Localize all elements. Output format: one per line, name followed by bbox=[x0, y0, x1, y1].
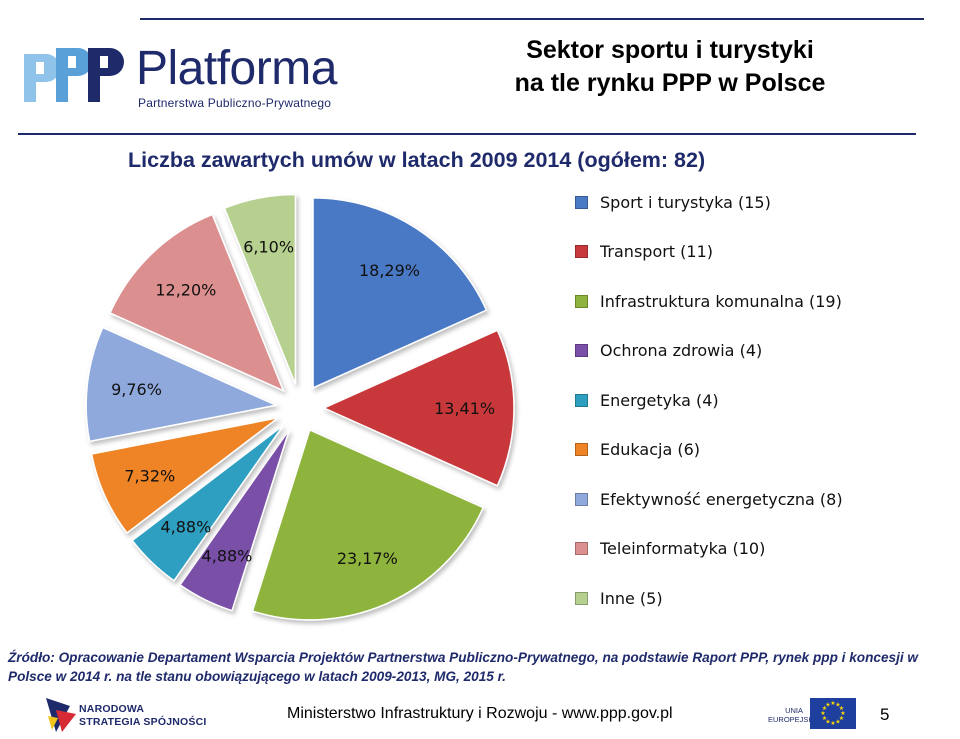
pie-slice bbox=[90, 417, 279, 535]
svg-text:★: ★ bbox=[830, 720, 835, 727]
pie-slice bbox=[312, 197, 488, 390]
svg-text:★: ★ bbox=[820, 710, 825, 717]
chart-title: Liczba zawartych umów w latach 2009 2014… bbox=[128, 148, 706, 172]
ns-line1: NARODOWA bbox=[79, 703, 145, 715]
legend-item: Ochrona zdrowia (4) bbox=[575, 339, 762, 363]
slice-percent-label: 12,20% bbox=[155, 280, 216, 299]
legend-item: Teleinformatyka (10) bbox=[575, 537, 765, 561]
slice-percent-label: 23,17% bbox=[337, 549, 398, 568]
logo-wordmark: Platforma bbox=[136, 42, 337, 95]
legend-label: Transport (11) bbox=[600, 242, 714, 261]
svg-text:★: ★ bbox=[835, 719, 840, 726]
legend-item: Infrastruktura komunalna (19) bbox=[575, 289, 842, 313]
svg-text:★: ★ bbox=[839, 705, 844, 712]
svg-text:★: ★ bbox=[839, 715, 844, 722]
pie-slice bbox=[178, 429, 291, 612]
source-note: Źródło: Opracowanie Departament Wsparcia… bbox=[8, 650, 918, 684]
pie-slice bbox=[85, 326, 279, 443]
slice-percent-label: 18,29% bbox=[359, 261, 420, 280]
legend-label: Sport i turystyka (15) bbox=[600, 192, 771, 212]
svg-text:★: ★ bbox=[830, 700, 835, 707]
slice-percent-label: 9,76% bbox=[111, 380, 162, 399]
legend-swatch bbox=[575, 344, 588, 357]
svg-text:★: ★ bbox=[835, 702, 840, 709]
legend-swatch bbox=[575, 591, 588, 605]
slice-percent-label: 7,32% bbox=[124, 466, 175, 485]
svg-text:★: ★ bbox=[825, 719, 830, 726]
legend-item: Energetyka (4) bbox=[575, 388, 719, 412]
legend-label: Teleinformatyka (10) bbox=[600, 539, 766, 558]
slice-percent-label: 4,88% bbox=[202, 547, 253, 566]
eu-line2: EUROPEJSKA bbox=[768, 715, 819, 724]
legend-label: Inne (5) bbox=[600, 588, 663, 608]
page-title-line1: Sektor sportu i turystyki bbox=[526, 36, 814, 64]
legend-swatch bbox=[575, 245, 588, 258]
svg-text:★: ★ bbox=[825, 702, 830, 709]
pie-slice bbox=[131, 424, 284, 582]
legend-label: Edukacja (6) bbox=[600, 440, 700, 459]
legend-label: Efektywność energetyczna (8) bbox=[600, 489, 843, 509]
svg-text:★: ★ bbox=[822, 705, 827, 712]
legend-swatch bbox=[575, 443, 588, 456]
legend-swatch bbox=[575, 195, 588, 209]
slice-percent-label: 13,41% bbox=[434, 399, 495, 418]
legend-label: Energetyka (4) bbox=[600, 390, 719, 410]
slice-percent-label: 6,10% bbox=[243, 237, 294, 256]
page-title-line2: na tle rynku PPP w Polsce bbox=[514, 69, 826, 97]
logo-subtitle: Partnerstwa Publiczno-Prywatnego bbox=[138, 96, 332, 110]
page-title: Sektor sportu i turystyki na tle rynku P… bbox=[460, 34, 880, 100]
pie-slice bbox=[251, 428, 485, 621]
legend-swatch bbox=[575, 294, 588, 308]
svg-text:★: ★ bbox=[822, 715, 827, 722]
legend-swatch bbox=[575, 492, 588, 506]
legend-swatch bbox=[575, 542, 588, 555]
header-rule-bottom bbox=[18, 133, 916, 135]
legend-item: Transport (11) bbox=[575, 240, 713, 264]
legend-label: Ochrona zdrowia (4) bbox=[600, 341, 763, 360]
legend-item: Edukacja (6) bbox=[575, 438, 700, 462]
pie-slice bbox=[108, 213, 285, 393]
legend-item: Sport i turystyka (15) bbox=[575, 190, 771, 214]
footer-ministry: Ministerstwo Infrastruktury i Rozwoju - … bbox=[287, 705, 673, 722]
ppp-logo-icon bbox=[24, 48, 124, 102]
header-rule-top bbox=[140, 18, 924, 20]
platforma-logo bbox=[20, 40, 360, 115]
pie-slice bbox=[322, 329, 515, 487]
eu-flag-icon: ★ ★ ★ ★ ★ ★ ★ ★ ★ ★ ★ ★ bbox=[810, 698, 856, 729]
legend-swatch bbox=[575, 393, 588, 407]
pie-slice bbox=[223, 193, 297, 385]
legend-item: Inne (5) bbox=[575, 586, 663, 610]
ns-flag-icon bbox=[46, 698, 76, 732]
eu-line1: UNIA bbox=[785, 706, 803, 715]
slice-percent-label: 4,88% bbox=[160, 518, 211, 537]
legend-label: Infrastruktura komunalna (19) bbox=[600, 291, 842, 311]
page-number: 5 bbox=[880, 705, 890, 724]
narodowa-strategia-logo bbox=[42, 696, 78, 734]
legend-item: Efektywność energetyczna (8) bbox=[575, 487, 843, 511]
ns-line2: STRATEGIA SPÓJNOŚCI bbox=[79, 716, 207, 728]
svg-text:★: ★ bbox=[840, 710, 845, 717]
